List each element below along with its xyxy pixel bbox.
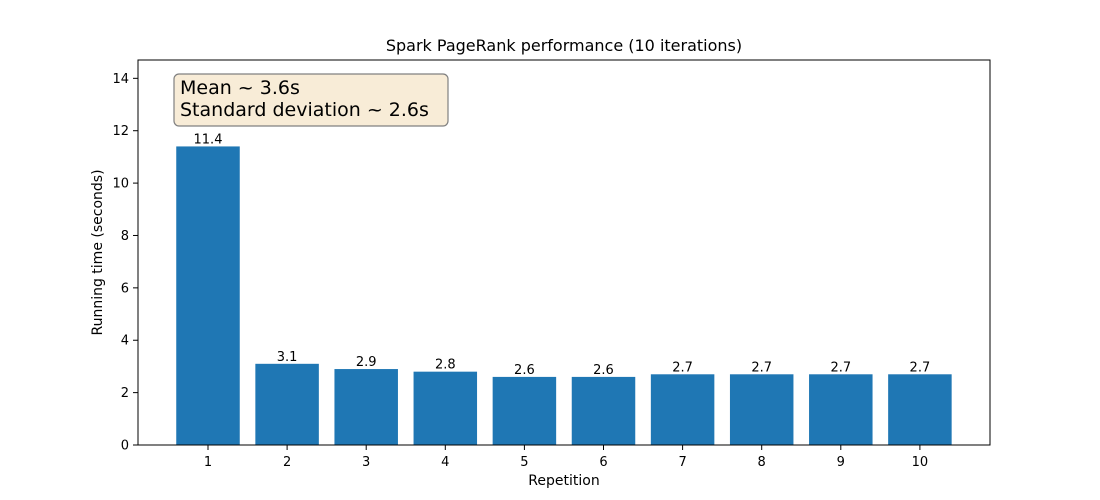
bar-10 xyxy=(888,374,952,445)
x-tick-label-9: 9 xyxy=(837,455,845,470)
bar-value-label-8: 2.7 xyxy=(751,360,772,375)
bar-2 xyxy=(255,363,319,445)
y-tick-label-2: 2 xyxy=(121,386,129,401)
bar-3 xyxy=(334,369,398,445)
y-tick-label-6: 6 xyxy=(121,281,129,296)
y-tick-label-10: 10 xyxy=(112,177,129,192)
x-tick-label-3: 3 xyxy=(362,455,370,470)
x-tick-label-4: 4 xyxy=(441,455,449,470)
y-axis-label: Running time (seconds) xyxy=(90,169,106,335)
y-tick-label-0: 0 xyxy=(121,439,129,454)
plot-frame xyxy=(137,59,991,446)
stats-annotation: Mean ~ 3.6s Standard deviation ~ 2.6s xyxy=(173,73,449,127)
bar-7 xyxy=(650,374,715,445)
x-tick-label-5: 5 xyxy=(520,455,528,470)
bar-value-label-7: 2.7 xyxy=(672,360,693,375)
bar-value-label-3: 2.9 xyxy=(356,355,377,370)
y-axis: 0 2 4 6 8 10 12 14 xyxy=(112,72,138,454)
y-tick-label-12: 12 xyxy=(112,124,129,139)
x-axis-label: Repetition xyxy=(528,473,599,489)
y-tick-label-4: 4 xyxy=(121,334,129,349)
bar-value-label-5: 2.6 xyxy=(514,363,535,378)
bar-value-label-4: 2.8 xyxy=(435,358,456,373)
bar-value-label-10: 2.7 xyxy=(910,360,931,375)
x-tick-label-10: 10 xyxy=(912,455,929,470)
y-tick-label-14: 14 xyxy=(112,72,129,87)
bar-labels-group: 11.4 3.1 2.9 2.8 2.6 2.6 2.7 2.7 2.7 2.7 xyxy=(194,132,931,377)
bar-8 xyxy=(729,374,794,445)
x-tick-label-2: 2 xyxy=(283,455,291,470)
stats-stddev-text: Standard deviation ~ 2.6s xyxy=(180,99,429,121)
bars-group xyxy=(176,146,952,445)
y-tick-label-8: 8 xyxy=(121,229,129,244)
x-tick-label-1: 1 xyxy=(204,455,212,470)
chart-title: Spark PageRank performance (10 iteration… xyxy=(386,36,742,55)
x-tick-label-7: 7 xyxy=(678,455,686,470)
bar-4 xyxy=(413,371,478,445)
bar-value-label-1: 11.4 xyxy=(194,132,223,147)
bar-value-label-6: 2.6 xyxy=(593,363,614,378)
bar-9 xyxy=(809,374,873,445)
bar-value-label-9: 2.7 xyxy=(830,360,851,375)
bar-6 xyxy=(571,376,636,445)
bar-1 xyxy=(176,146,240,445)
bar-value-label-2: 3.1 xyxy=(277,350,298,365)
x-tick-label-8: 8 xyxy=(758,455,766,470)
stats-annotation-box xyxy=(173,73,449,127)
stats-mean-text: Mean ~ 3.6s xyxy=(180,77,300,99)
x-tick-label-6: 6 xyxy=(599,455,607,470)
x-axis: 1 2 3 4 5 6 7 8 9 10 xyxy=(204,445,928,470)
bar-5 xyxy=(492,376,557,445)
